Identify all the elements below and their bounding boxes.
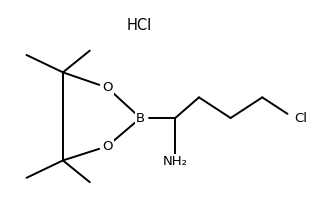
- Text: Cl: Cl: [294, 112, 307, 124]
- Text: O: O: [102, 140, 112, 153]
- Text: B: B: [136, 112, 145, 124]
- Text: HCl: HCl: [126, 18, 151, 33]
- Text: NH₂: NH₂: [163, 155, 188, 168]
- Text: O: O: [102, 81, 112, 94]
